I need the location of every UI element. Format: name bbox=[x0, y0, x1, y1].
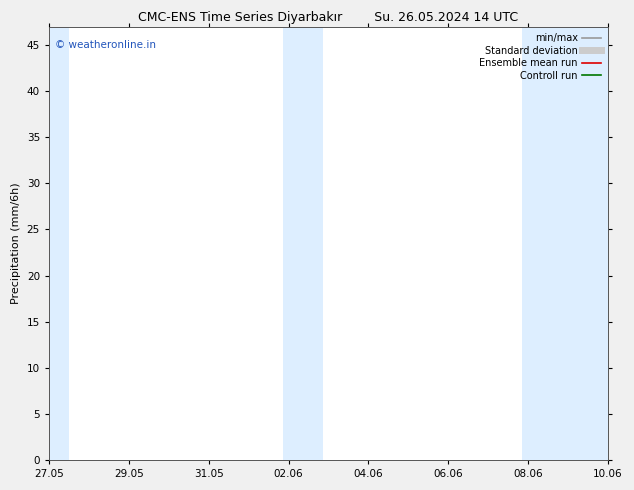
Text: © weatheronline.in: © weatheronline.in bbox=[55, 40, 155, 49]
Bar bbox=[522, 26, 562, 460]
Y-axis label: Precipitation (mm/6h): Precipitation (mm/6h) bbox=[11, 182, 21, 304]
Bar bbox=[562, 26, 612, 460]
Bar bbox=[283, 26, 323, 460]
Title: CMC-ENS Time Series Diyarbakır        Su. 26.05.2024 14 UTC: CMC-ENS Time Series Diyarbakır Su. 26.05… bbox=[138, 11, 519, 24]
Bar bbox=[45, 26, 69, 460]
Legend: min/max, Standard deviation, Ensemble mean run, Controll run: min/max, Standard deviation, Ensemble me… bbox=[477, 31, 603, 83]
